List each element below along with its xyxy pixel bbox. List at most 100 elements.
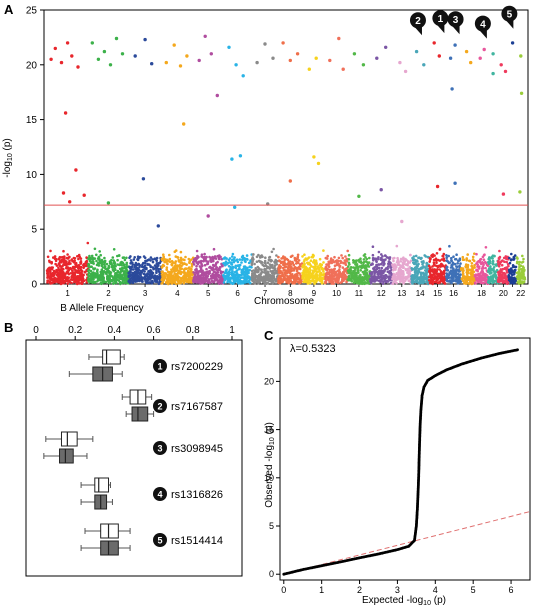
manhattan-point (324, 281, 328, 284)
qq-point (516, 348, 519, 352)
manhattan-point (440, 258, 444, 261)
manhattan-point (385, 267, 388, 270)
manhattan-point (347, 258, 351, 261)
manhattan-point (448, 244, 451, 248)
manhattan-point (479, 258, 482, 261)
manhattan-point (117, 274, 121, 278)
manhattan-point (510, 41, 515, 45)
manhattan-point (228, 276, 232, 280)
manhattan-point (479, 271, 483, 275)
manhattan-point (456, 262, 460, 265)
manhattan-point (491, 71, 495, 76)
manhattan-point (121, 261, 125, 265)
manhattan-point (269, 270, 272, 273)
manhattan-point (330, 271, 334, 275)
manhattan-point (450, 256, 453, 260)
manhattan-point (271, 279, 275, 283)
qq-x-tick-label: 5 (471, 585, 476, 595)
manhattan-point (351, 271, 355, 274)
manhattan-point (275, 260, 278, 264)
manhattan-point (93, 247, 97, 251)
manhattan-point (120, 274, 124, 277)
manhattan-point (111, 256, 115, 259)
manhattan-point (193, 277, 197, 280)
manhattan-point (196, 278, 199, 282)
manhattan-point (366, 281, 370, 285)
manhattan-point (482, 271, 485, 275)
snp-callout-3: 3 (447, 11, 464, 35)
manhattan-point (127, 280, 131, 283)
manhattan-point (376, 271, 379, 274)
manhattan-point (77, 253, 81, 257)
manhattan-point (79, 262, 82, 265)
qq-x-tick-label: 6 (509, 585, 514, 595)
manhattan-point (181, 258, 185, 261)
manhattan-point (503, 69, 508, 74)
manhattan-point (322, 261, 325, 264)
manhattan-point (471, 255, 475, 259)
manhattan-point (493, 254, 496, 258)
manhattan-point (398, 276, 402, 280)
manhattan-point (402, 256, 405, 260)
manhattan-point (61, 264, 64, 268)
manhattan-point (110, 261, 113, 265)
manhattan-point (439, 270, 443, 273)
manhattan-point (147, 270, 151, 273)
manhattan-point (87, 262, 90, 266)
manhattan-point (189, 276, 192, 279)
manhattan-x-tick-label: 18 (477, 289, 486, 298)
manhattan-point (163, 260, 166, 264)
chromosome-band-14 (410, 254, 431, 286)
manhattan-point (87, 277, 90, 280)
manhattan-point (508, 269, 511, 272)
manhattan-point (324, 277, 327, 281)
manhattan-point (197, 255, 200, 259)
manhattan-point (456, 272, 460, 276)
manhattan-point (79, 257, 83, 260)
manhattan-point (168, 257, 172, 261)
manhattan-point (352, 281, 356, 285)
manhattan-point (333, 264, 337, 268)
chromosome-band-2 (87, 247, 130, 286)
manhattan-point (306, 282, 310, 285)
manhattan-point (316, 161, 321, 166)
manhattan-point (453, 262, 457, 266)
manhattan-point (274, 280, 278, 283)
manhattan-point (200, 276, 204, 279)
manhattan-point (81, 276, 84, 280)
manhattan-point (463, 282, 466, 285)
manhattan-point (255, 260, 259, 264)
manhattan-point (337, 36, 341, 41)
qq-x-label: Expected -log10 (p) (362, 595, 446, 607)
manhattan-point (404, 257, 407, 261)
manhattan-point (442, 272, 446, 276)
manhattan-point (79, 260, 83, 263)
manhattan-point (227, 264, 231, 268)
manhattan-point (491, 52, 495, 56)
manhattan-point (303, 258, 306, 262)
manhattan-point (176, 277, 180, 281)
manhattan-point (383, 276, 387, 280)
manhattan-point (498, 249, 501, 253)
manhattan-point (244, 270, 247, 273)
manhattan-point (269, 258, 273, 262)
manhattan-point (61, 191, 66, 195)
manhattan-point (106, 277, 109, 281)
manhattan-point (90, 254, 94, 258)
manhattan-point (255, 275, 259, 278)
manhattan-point (75, 275, 79, 278)
manhattan-point (82, 266, 85, 270)
manhattan-point (146, 278, 150, 282)
manhattan-point (360, 282, 364, 286)
manhattan-point (170, 268, 173, 272)
manhattan-point (296, 253, 300, 257)
chromosome-band-6 (222, 252, 253, 286)
manhattan-point (428, 260, 432, 263)
qq-x-tick-label: 2 (357, 585, 362, 595)
manhattan-point (203, 252, 206, 256)
manhattan-point (93, 276, 97, 279)
manhattan-point (277, 255, 280, 259)
manhattan-point (413, 258, 417, 262)
manhattan-point (313, 279, 317, 283)
boxplot-panel: B B Allele Frequency 0 0.2 0.4 0.6 0.8 1 1 rs7… (4, 303, 243, 577)
